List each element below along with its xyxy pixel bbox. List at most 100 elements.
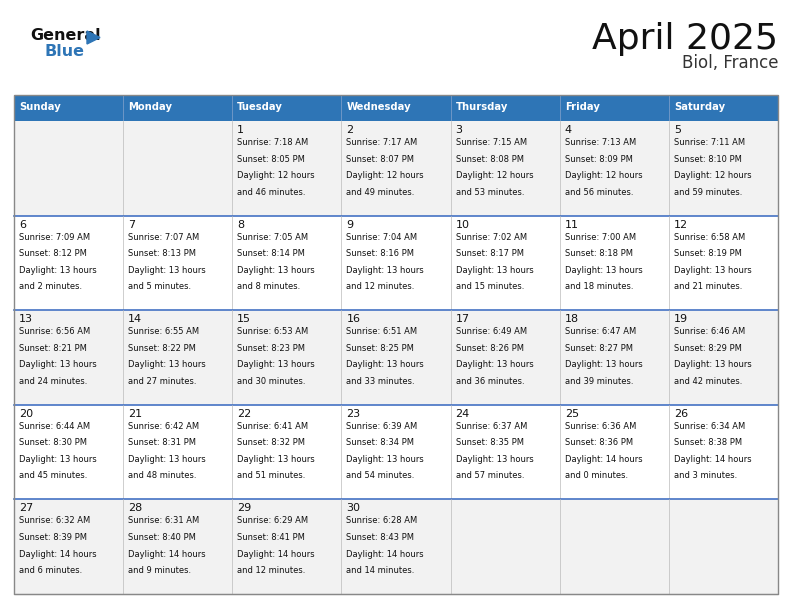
Text: Sunrise: 7:18 AM: Sunrise: 7:18 AM xyxy=(238,138,309,147)
Bar xyxy=(560,95,669,121)
Text: 19: 19 xyxy=(674,314,688,324)
Text: and 51 minutes.: and 51 minutes. xyxy=(238,471,306,480)
Text: April 2025: April 2025 xyxy=(592,22,778,56)
Text: and 12 minutes.: and 12 minutes. xyxy=(346,282,415,291)
Text: Sunset: 8:07 PM: Sunset: 8:07 PM xyxy=(346,155,414,163)
Text: 23: 23 xyxy=(346,409,360,419)
Text: 17: 17 xyxy=(455,314,470,324)
Text: Sunset: 8:26 PM: Sunset: 8:26 PM xyxy=(455,344,524,353)
Text: Sunset: 8:09 PM: Sunset: 8:09 PM xyxy=(565,155,633,163)
Text: Sunset: 8:27 PM: Sunset: 8:27 PM xyxy=(565,344,633,353)
Text: Sunrise: 7:17 AM: Sunrise: 7:17 AM xyxy=(346,138,417,147)
Text: Daylight: 12 hours: Daylight: 12 hours xyxy=(346,171,424,180)
Bar xyxy=(14,499,778,594)
Text: Sunrise: 7:04 AM: Sunrise: 7:04 AM xyxy=(346,233,417,242)
Text: and 15 minutes.: and 15 minutes. xyxy=(455,282,524,291)
Text: and 14 minutes.: and 14 minutes. xyxy=(346,566,415,575)
Text: Daylight: 13 hours: Daylight: 13 hours xyxy=(19,266,97,275)
Text: Sunrise: 7:00 AM: Sunrise: 7:00 AM xyxy=(565,233,636,242)
Text: Daylight: 13 hours: Daylight: 13 hours xyxy=(128,266,206,275)
Text: 27: 27 xyxy=(19,504,33,513)
Bar xyxy=(14,405,778,499)
Text: Sunset: 8:23 PM: Sunset: 8:23 PM xyxy=(238,344,305,353)
Text: 16: 16 xyxy=(346,314,360,324)
Text: and 12 minutes.: and 12 minutes. xyxy=(238,566,306,575)
Text: Sunset: 8:08 PM: Sunset: 8:08 PM xyxy=(455,155,524,163)
Text: Sunset: 8:18 PM: Sunset: 8:18 PM xyxy=(565,249,633,258)
Text: 15: 15 xyxy=(238,314,251,324)
Text: Daylight: 13 hours: Daylight: 13 hours xyxy=(19,360,97,369)
Text: and 24 minutes.: and 24 minutes. xyxy=(19,377,87,386)
Text: and 36 minutes.: and 36 minutes. xyxy=(455,377,524,386)
Text: Sunset: 8:41 PM: Sunset: 8:41 PM xyxy=(238,533,305,542)
Text: Sunset: 8:31 PM: Sunset: 8:31 PM xyxy=(128,438,196,447)
Text: 30: 30 xyxy=(346,504,360,513)
Text: and 3 minutes.: and 3 minutes. xyxy=(674,471,737,480)
Text: and 2 minutes.: and 2 minutes. xyxy=(19,282,82,291)
Text: Sunset: 8:43 PM: Sunset: 8:43 PM xyxy=(346,533,414,542)
Text: Daylight: 13 hours: Daylight: 13 hours xyxy=(565,360,642,369)
Text: Sunset: 8:17 PM: Sunset: 8:17 PM xyxy=(455,249,524,258)
Text: Friday: Friday xyxy=(565,102,600,112)
Text: Sunrise: 6:47 AM: Sunrise: 6:47 AM xyxy=(565,327,636,336)
Text: Sunset: 8:19 PM: Sunset: 8:19 PM xyxy=(674,249,742,258)
Text: 22: 22 xyxy=(238,409,252,419)
Bar xyxy=(669,95,778,121)
Text: 4: 4 xyxy=(565,125,572,135)
Text: Daylight: 13 hours: Daylight: 13 hours xyxy=(674,266,752,275)
Text: Daylight: 13 hours: Daylight: 13 hours xyxy=(455,360,533,369)
Text: Sunrise: 7:13 AM: Sunrise: 7:13 AM xyxy=(565,138,636,147)
Text: Sunrise: 6:28 AM: Sunrise: 6:28 AM xyxy=(346,517,417,525)
Text: Sunrise: 7:05 AM: Sunrise: 7:05 AM xyxy=(238,233,308,242)
Text: Sunrise: 6:56 AM: Sunrise: 6:56 AM xyxy=(19,327,90,336)
Text: and 54 minutes.: and 54 minutes. xyxy=(346,471,415,480)
Text: and 5 minutes.: and 5 minutes. xyxy=(128,282,191,291)
Text: and 33 minutes.: and 33 minutes. xyxy=(346,377,415,386)
Text: Sunset: 8:32 PM: Sunset: 8:32 PM xyxy=(238,438,305,447)
Text: Daylight: 13 hours: Daylight: 13 hours xyxy=(19,455,97,464)
Text: Sunset: 8:38 PM: Sunset: 8:38 PM xyxy=(674,438,742,447)
Text: Daylight: 13 hours: Daylight: 13 hours xyxy=(238,360,315,369)
Text: Sunrise: 6:31 AM: Sunrise: 6:31 AM xyxy=(128,517,200,525)
Text: 24: 24 xyxy=(455,409,470,419)
Text: Daylight: 12 hours: Daylight: 12 hours xyxy=(455,171,533,180)
Text: 7: 7 xyxy=(128,220,135,230)
Text: 12: 12 xyxy=(674,220,688,230)
Text: Sunset: 8:12 PM: Sunset: 8:12 PM xyxy=(19,249,87,258)
Text: Daylight: 13 hours: Daylight: 13 hours xyxy=(674,360,752,369)
Text: Sunrise: 7:09 AM: Sunrise: 7:09 AM xyxy=(19,233,90,242)
Text: General: General xyxy=(30,28,101,43)
Text: Thursday: Thursday xyxy=(455,102,508,112)
Text: Sunrise: 6:41 AM: Sunrise: 6:41 AM xyxy=(238,422,308,431)
Text: 3: 3 xyxy=(455,125,463,135)
Bar xyxy=(341,95,451,121)
Text: Sunset: 8:34 PM: Sunset: 8:34 PM xyxy=(346,438,414,447)
Text: Sunset: 8:35 PM: Sunset: 8:35 PM xyxy=(455,438,524,447)
Text: 25: 25 xyxy=(565,409,579,419)
Text: Blue: Blue xyxy=(44,44,84,59)
Bar xyxy=(14,95,778,594)
Text: Daylight: 13 hours: Daylight: 13 hours xyxy=(455,266,533,275)
Text: Daylight: 14 hours: Daylight: 14 hours xyxy=(674,455,752,464)
Bar xyxy=(14,95,123,121)
Text: Daylight: 14 hours: Daylight: 14 hours xyxy=(19,550,97,559)
Text: and 45 minutes.: and 45 minutes. xyxy=(19,471,87,480)
Text: and 9 minutes.: and 9 minutes. xyxy=(128,566,191,575)
Text: and 48 minutes.: and 48 minutes. xyxy=(128,471,196,480)
Text: Sunset: 8:36 PM: Sunset: 8:36 PM xyxy=(565,438,633,447)
Text: Sunrise: 6:53 AM: Sunrise: 6:53 AM xyxy=(238,327,309,336)
Text: Sunrise: 6:32 AM: Sunrise: 6:32 AM xyxy=(19,517,90,525)
Text: Sunrise: 7:07 AM: Sunrise: 7:07 AM xyxy=(128,233,200,242)
Text: 8: 8 xyxy=(238,220,245,230)
Text: Sunrise: 7:02 AM: Sunrise: 7:02 AM xyxy=(455,233,527,242)
Text: Wednesday: Wednesday xyxy=(346,102,411,112)
Text: and 18 minutes.: and 18 minutes. xyxy=(565,282,634,291)
Text: Tuesday: Tuesday xyxy=(238,102,284,112)
Text: 29: 29 xyxy=(238,504,252,513)
Text: 26: 26 xyxy=(674,409,688,419)
Text: Sunday: Sunday xyxy=(19,102,61,112)
Text: Daylight: 13 hours: Daylight: 13 hours xyxy=(128,455,206,464)
Text: Sunrise: 6:46 AM: Sunrise: 6:46 AM xyxy=(674,327,745,336)
Bar xyxy=(14,121,778,215)
Text: and 46 minutes.: and 46 minutes. xyxy=(238,188,306,196)
